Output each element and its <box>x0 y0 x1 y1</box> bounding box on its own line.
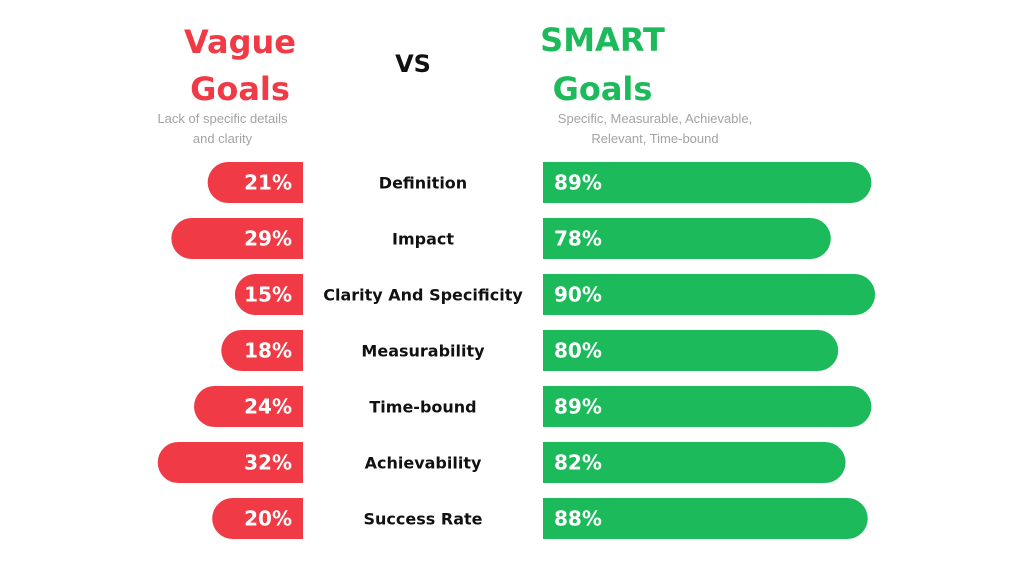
smart-bar-value-label: 89% <box>554 171 602 195</box>
vague-goals-title-line1: Vague <box>184 23 296 61</box>
category-label: Clarity And Specificity <box>323 286 523 305</box>
vague-bar <box>207 162 303 203</box>
smart-bar-value-label: 80% <box>554 339 602 363</box>
vague-bar-value-label: 32% <box>244 451 292 475</box>
smart-goals-subtitle: Specific, Measurable, Achievable, Releva… <box>535 109 775 149</box>
smart-bar <box>543 442 846 483</box>
category-label: Time-bound <box>369 398 476 417</box>
vague-subtitle-line1: Lack of specific details <box>157 111 288 126</box>
smart-bar <box>543 386 872 427</box>
smart-bar <box>543 218 831 259</box>
smart-bar-value-label: 88% <box>554 507 602 531</box>
vague-goals-subtitle: Lack of specific details and clarity <box>130 109 315 149</box>
vague-bar-value-label: 15% <box>244 283 292 307</box>
smart-subtitle-line1: Specific, Measurable, Achievable, <box>557 111 753 126</box>
vague-goals-title-line2: Goals <box>190 70 290 108</box>
smart-bar <box>543 162 872 203</box>
smart-bar-value-label: 89% <box>554 395 602 419</box>
vague-bar <box>194 386 303 427</box>
vague-bar <box>234 274 303 315</box>
vague-bar-value-label: 20% <box>244 507 292 531</box>
smart-bar-value-label: 90% <box>554 283 602 307</box>
smart-bar <box>543 498 868 539</box>
vague-bar <box>157 442 303 483</box>
vague-bar <box>171 218 303 259</box>
category-label: Measurability <box>361 342 485 361</box>
vague-subtitle-line2: and clarity <box>192 131 253 146</box>
vague-bar-value-label: 18% <box>244 339 292 363</box>
category-label: Success Rate <box>364 510 483 529</box>
vague-bar-value-label: 29% <box>244 227 292 251</box>
category-label: Achievability <box>365 454 482 473</box>
smart-bar <box>543 330 839 371</box>
smart-goals-title-line1: SMART <box>540 21 665 59</box>
category-label: Impact <box>392 230 454 249</box>
vague-bar-value-label: 24% <box>244 395 292 419</box>
smart-bar <box>543 274 876 315</box>
vague-bar <box>221 330 303 371</box>
category-label: Definition <box>379 174 467 193</box>
smart-goals-title-line2: Goals <box>552 70 653 108</box>
vague-bar-value-label: 21% <box>244 171 292 195</box>
smart-bar-value-label: 78% <box>554 227 602 251</box>
smart-subtitle-line2: Relevant, Time-bound <box>591 131 719 146</box>
smart-bar-value-label: 82% <box>554 451 602 475</box>
vague-bar <box>212 498 303 539</box>
vs-label: VS <box>395 50 431 78</box>
